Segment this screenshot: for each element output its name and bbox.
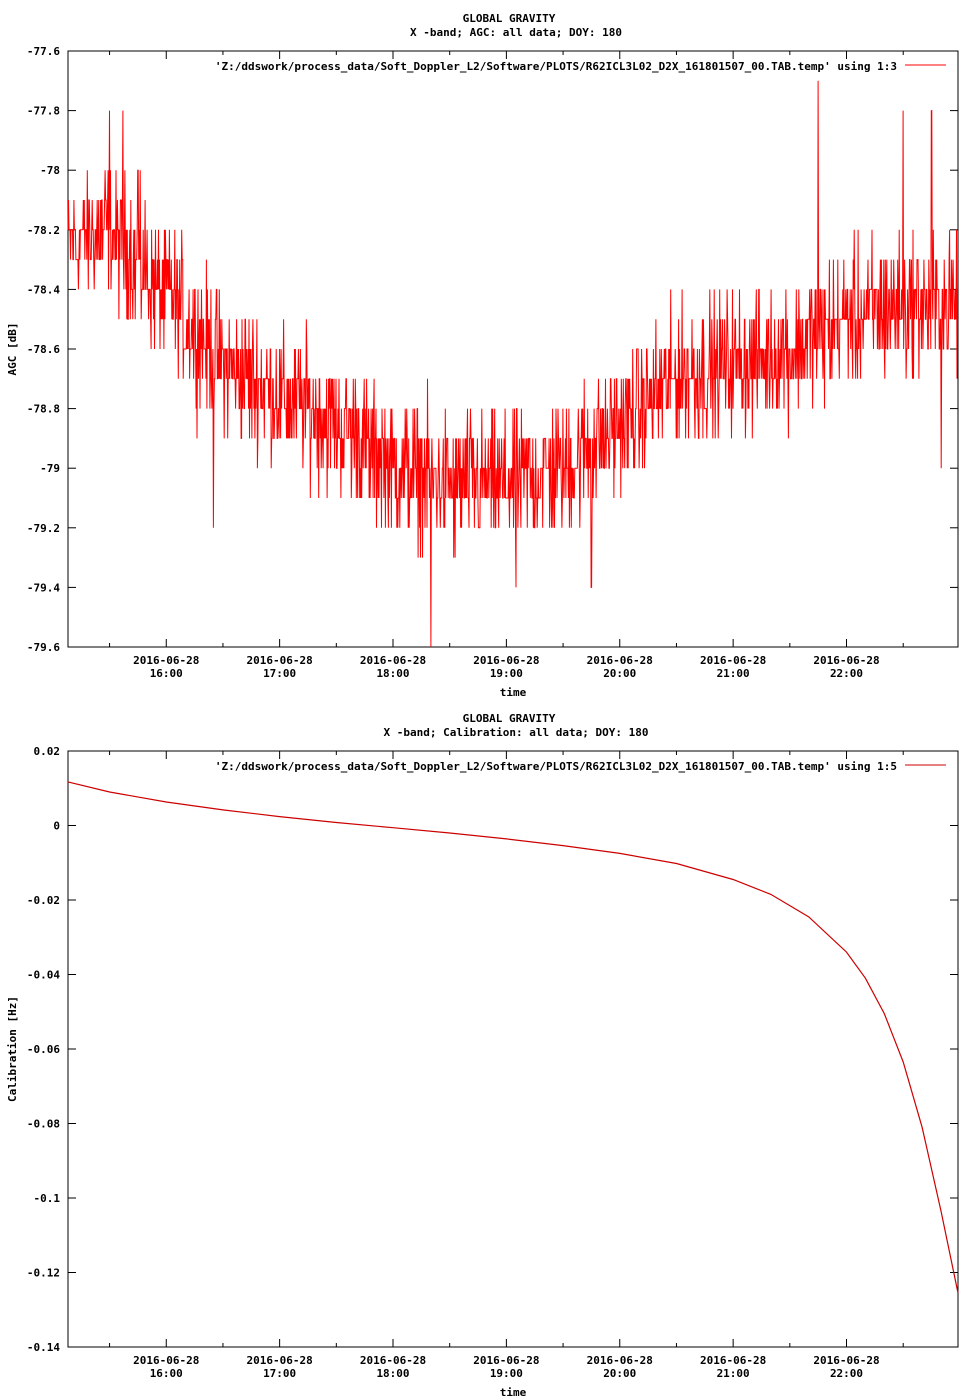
- calibration-y-tick-label: -0.14: [27, 1341, 60, 1354]
- calibration-y-tick-label: 0: [53, 820, 60, 833]
- agc-x-tick-date: 2016-06-28: [700, 654, 766, 667]
- calibration-y-tick-label: -0.12: [27, 1267, 60, 1280]
- agc-x-tick-date: 2016-06-28: [247, 654, 313, 667]
- agc-y-tick-label: -79.2: [27, 522, 60, 535]
- calibration-y-tick-label: -0.08: [27, 1118, 60, 1131]
- calibration-y-tick-label: -0.1: [34, 1192, 61, 1205]
- agc-y-tick-label: -78.8: [27, 403, 60, 416]
- agc-chart: GLOBAL GRAVITY X -band; AGC: all data; D…: [6, 12, 959, 699]
- calibration-x-tick-date: 2016-06-28: [587, 1354, 653, 1367]
- agc-y-tick-label: -77.6: [27, 45, 60, 58]
- calibration-legend-label: 'Z:/ddswork/process_data/Soft_Doppler_L2…: [215, 760, 897, 773]
- agc-x-tick-time: 21:00: [717, 667, 750, 680]
- calibration-chart-subtitle: X -band; Calibration: all data; DOY: 180: [384, 726, 649, 739]
- calibration-series-line: [67, 781, 959, 1294]
- agc-y-tick-label: -79.6: [27, 641, 60, 654]
- agc-x-tick-time: 22:00: [830, 667, 863, 680]
- calibration-x-tick-date: 2016-06-28: [247, 1354, 313, 1367]
- calibration-x-tick-time: 21:00: [717, 1367, 750, 1380]
- calibration-x-tick-date: 2016-06-28: [813, 1354, 879, 1367]
- agc-x-tick-date: 2016-06-28: [587, 654, 653, 667]
- agc-y-tick-label: -79.4: [27, 581, 60, 594]
- agc-x-tick-date: 2016-06-28: [133, 654, 199, 667]
- agc-y-tick-label: -77.8: [27, 105, 60, 118]
- calibration-x-tick-time: 18:00: [376, 1367, 409, 1380]
- agc-x-tick-time: 18:00: [376, 667, 409, 680]
- agc-y-tick-label: -78.4: [27, 283, 60, 296]
- agc-legend-label: 'Z:/ddswork/process_data/Soft_Doppler_L2…: [215, 60, 897, 73]
- agc-x-tick-time: 19:00: [490, 667, 523, 680]
- calibration-x-tick-date: 2016-06-28: [360, 1354, 426, 1367]
- agc-x-axis-label: time: [500, 686, 527, 699]
- agc-x-tick-date: 2016-06-28: [473, 654, 539, 667]
- calibration-y-axis-label: Calibration [Hz]: [6, 996, 19, 1102]
- calibration-x-tick-time: 16:00: [150, 1367, 183, 1380]
- agc-x-tick-time: 20:00: [603, 667, 636, 680]
- calibration-y-tick-label: 0.02: [34, 745, 61, 758]
- calibration-x-tick-date: 2016-06-28: [700, 1354, 766, 1367]
- calibration-x-tick-date: 2016-06-28: [133, 1354, 199, 1367]
- calibration-y-tick-label: -0.06: [27, 1043, 60, 1056]
- agc-chart-subtitle: X -band; AGC: all data; DOY: 180: [410, 26, 622, 39]
- calibration-y-tick-label: -0.04: [27, 969, 60, 982]
- calibration-chart-title: GLOBAL GRAVITY: [463, 712, 556, 725]
- agc-x-tick-time: 16:00: [150, 667, 183, 680]
- agc-y-tick-label: -79: [40, 462, 60, 475]
- agc-y-tick-label: -78.6: [27, 343, 60, 356]
- agc-chart-title: GLOBAL GRAVITY: [463, 12, 556, 25]
- agc-x-tick-date: 2016-06-28: [813, 654, 879, 667]
- calibration-chart: GLOBAL GRAVITY X -band; Calibration: all…: [6, 712, 959, 1399]
- calibration-plot-frame: [67, 750, 959, 1348]
- calibration-x-tick-time: 20:00: [603, 1367, 636, 1380]
- calibration-x-tick-time: 22:00: [830, 1367, 863, 1380]
- calibration-x-axis-label: time: [500, 1386, 527, 1399]
- calibration-x-tick-time: 17:00: [263, 1367, 296, 1380]
- calibration-y-tick-label: -0.02: [27, 894, 60, 907]
- agc-y-axis-label: AGC [dB]: [6, 323, 19, 376]
- agc-y-tick-label: -78: [40, 164, 60, 177]
- calibration-x-tick-date: 2016-06-28: [473, 1354, 539, 1367]
- agc-series-line: [67, 80, 958, 648]
- agc-x-tick-date: 2016-06-28: [360, 654, 426, 667]
- agc-x-tick-time: 17:00: [263, 667, 296, 680]
- agc-y-tick-label: -78.2: [27, 224, 60, 237]
- calibration-x-tick-time: 19:00: [490, 1367, 523, 1380]
